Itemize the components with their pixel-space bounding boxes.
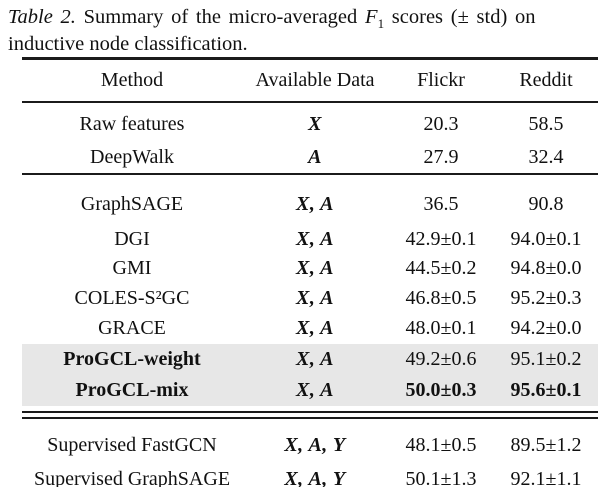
reddit-score-cell: 32.4 [528,145,564,168]
available-data-cell: X, A [296,257,334,279]
flickr-score-cell: 27.9 [423,145,459,168]
caption-tail: scores (± std) on [391,6,536,28]
flickr-score-cell: 49.2±0.6 [405,347,477,370]
method-cell: Raw features [79,113,185,135]
caption-line-1: Table 2. Summary of the micro-averaged F… [8,4,600,31]
flickr-score-cell: 42.9±0.1 [405,228,477,250]
available-data-cell: A [308,145,322,168]
header-method: Method [100,69,164,92]
table-top-rule [22,57,598,60]
available-data-cell: X, A [296,193,334,215]
table-row: DeepWalk A 27.9 32.4 [22,140,598,173]
reddit-score-cell: 94.8±0.0 [510,257,582,279]
method-cell: ProGCL-weight [63,347,201,370]
method-cell: GraphSAGE [80,193,184,215]
header-available-data: Available Data [255,69,375,92]
header-flickr: Flickr [417,69,465,92]
reddit-score-cell: 92.1±1.1 [510,467,582,487]
caption-line-2: inductive node classification. [8,32,248,55]
flickr-score-cell: 50.0±0.3 [405,378,477,401]
method-cell: Supervised FastGCN [47,434,217,456]
table-row: DGI X, A 42.9±0.1 94.0±0.1 [22,225,598,254]
header-reddit: Reddit [519,69,573,92]
method-cell: GMI [112,257,152,279]
available-data-cell: X, A [296,286,334,309]
method-cell: Supervised GraphSAGE [33,467,231,487]
table-row: Supervised GraphSAGE X, A, Y 50.1±1.3 92.1±… [22,464,598,487]
reddit-score-cell: 95.6±0.1 [510,378,582,401]
reddit-score-cell: 90.8 [528,193,564,215]
available-data-cell: X, A [296,317,334,339]
flickr-score-cell: 48.0±0.1 [405,317,477,339]
table-row: COLES-S²GC X, A 46.8±0.5 95.2±0.3 [22,283,598,313]
caption-body: Summary of the micro-averaged [83,6,358,28]
caption-table-tag: Table 2. [8,6,76,28]
method-cell: GRACE [98,317,166,339]
flickr-score-cell: 50.1±1.3 [405,467,477,487]
reddit-score-cell: 94.0±0.1 [510,228,582,250]
table-row: GMI X, A 44.5±0.2 94.8±0.0 [22,254,598,283]
table-body: Raw features X 20.3 58.5 DeepWalk A 27.9 32.4 Gr… [22,103,598,487]
available-data-cell: X, A, Y [284,467,346,487]
available-data-cell: X, A [296,228,334,250]
flickr-score-cell: 36.5 [423,193,459,215]
reddit-score-cell: 95.1±0.2 [510,347,582,370]
table-row: ProGCL-weight X, A 49.2±0.6 95.1±0.2 [22,343,598,374]
section-rule [22,173,598,175]
table-header-row: Method Available Data Flickr Reddit [22,60,598,102]
double-rule-lower [22,416,598,419]
flickr-score-cell: 48.1±0.5 [405,434,477,456]
reddit-score-cell: 95.2±0.3 [510,286,582,309]
reddit-score-cell: 58.5 [528,113,564,135]
method-cell: DGI [114,228,150,250]
available-data-cell: X, A, Y [284,434,346,456]
flickr-score-cell: 46.8±0.5 [405,286,477,309]
table-row: Raw features X 20.3 58.5 [22,103,598,140]
method-cell: COLES-S²GC [74,286,190,309]
results-table: Method Available Data Flickr Reddit Raw … [22,57,598,487]
reddit-score-cell: 94.2±0.0 [510,317,582,339]
available-data-cell: X, A [296,378,334,401]
available-data-cell: X, A [296,347,334,370]
table-row: ProGCL-mix X, A 50.0±0.3 95.6±0.1 [22,373,598,406]
method-cell: DeepWalk [90,145,174,168]
caption-f1-symbol: F1 [365,6,385,32]
reddit-score-cell: 89.5±1.2 [510,434,582,456]
table-caption: Table 2. Summary of the micro-averaged F… [8,4,600,57]
table-row: Supervised FastGCN X, A, Y 48.1±0.5 89.5±1.… [22,419,598,464]
table-row: GraphSAGE X, A 36.5 90.8 [22,175,598,225]
available-data-cell: X [308,113,322,135]
method-cell: ProGCL-mix [75,378,189,401]
header-rule [22,101,598,103]
table-row: GRACE X, A 48.0±0.1 94.2±0.0 [22,313,598,344]
flickr-score-cell: 20.3 [423,113,459,135]
double-rule-upper [22,411,598,413]
flickr-score-cell: 44.5±0.2 [405,257,477,279]
